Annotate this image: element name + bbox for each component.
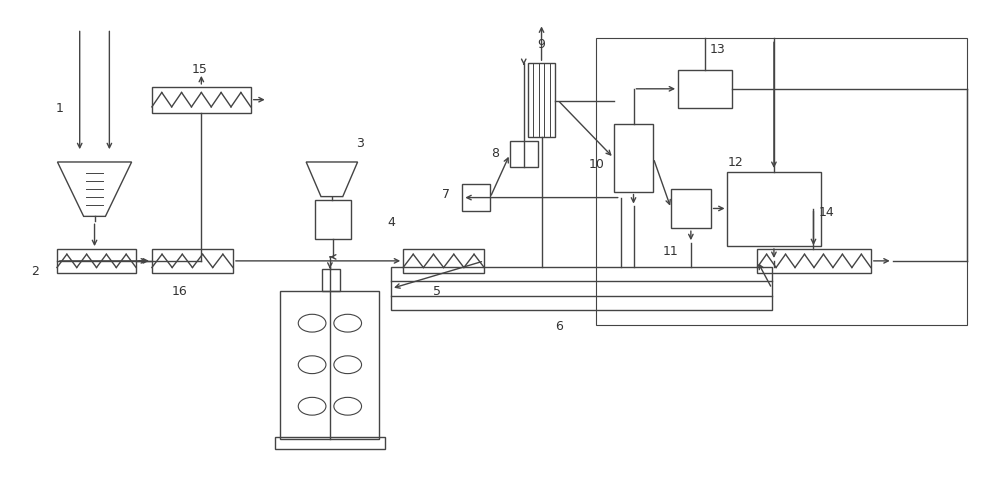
Text: 4: 4: [387, 215, 395, 228]
Bar: [671, 189, 711, 229]
Bar: [152, 88, 251, 113]
Text: 16: 16: [172, 285, 187, 298]
Bar: [757, 249, 871, 273]
Text: 6: 6: [555, 319, 563, 332]
Bar: [403, 249, 484, 273]
Bar: [528, 64, 555, 138]
Text: 15: 15: [191, 63, 207, 75]
Text: 10: 10: [589, 158, 605, 171]
Bar: [462, 184, 490, 212]
Bar: [391, 267, 772, 311]
Bar: [596, 39, 967, 326]
Text: 12: 12: [727, 156, 743, 169]
Text: 3: 3: [356, 136, 364, 149]
Text: 2: 2: [31, 265, 39, 278]
Text: 8: 8: [491, 146, 499, 159]
Text: 11: 11: [662, 245, 678, 258]
Bar: [280, 291, 379, 439]
Bar: [315, 200, 351, 239]
Text: 9: 9: [538, 38, 545, 51]
Text: 1: 1: [56, 102, 64, 115]
Text: 5: 5: [433, 285, 441, 298]
Bar: [510, 142, 538, 168]
Text: 13: 13: [710, 43, 725, 56]
Bar: [152, 249, 233, 273]
Text: 7: 7: [442, 188, 450, 201]
Bar: [322, 269, 340, 291]
Text: 14: 14: [818, 205, 834, 218]
Bar: [57, 249, 136, 273]
Bar: [275, 437, 385, 449]
Bar: [727, 172, 821, 246]
Bar: [678, 71, 732, 108]
Bar: [614, 125, 653, 192]
